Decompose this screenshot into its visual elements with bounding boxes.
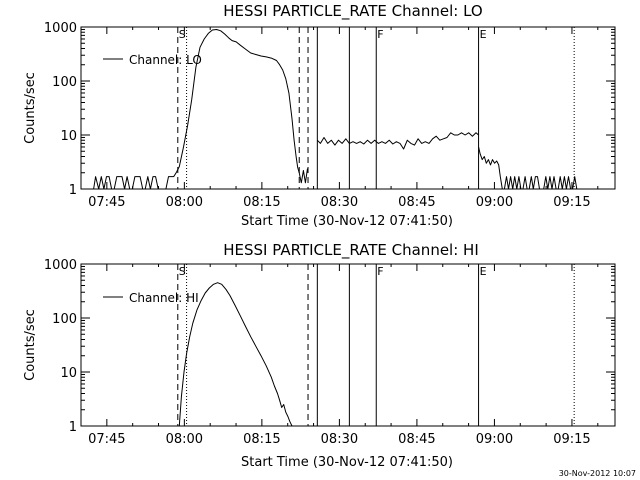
chart-panel-lo: HESSI PARTICLE_RATE Channel: LO S F E 07:4… [23,2,616,229]
x-tick-label: 09:00 [476,432,513,447]
chart-title: HESSI PARTICLE_RATE Channel: LO [223,2,482,21]
legend-label: Channel: HI [129,291,199,305]
marker-label: E [480,265,487,278]
legend: Channel: HI [103,291,199,305]
series-line [478,146,578,190]
marker-label: E [480,28,487,41]
marker-label: F [377,28,383,41]
x-tick-label: 08:15 [243,195,280,210]
x-axis-label: Start Time (30-Nov-12 07:41:50) [241,214,453,229]
series-line [81,29,308,190]
x-axis-label: Start Time (30-Nov-12 07:41:50) [241,455,453,470]
marker-label: S [179,28,186,41]
x-tick-label: 08:30 [321,432,358,447]
x-tick-label: 07:45 [88,195,125,210]
y-tick-label: 1000 [44,258,77,273]
y-tick-labels: 1 10 100 1000 [44,258,77,435]
x-tick-label: 08:45 [398,432,435,447]
x-tick-label: 08:00 [166,195,203,210]
x-tick-label: 09:15 [553,195,590,210]
marker-label: S [179,265,186,278]
axis-ticks [80,263,615,427]
y-tick-label: 1000 [44,21,77,36]
series-line [178,282,293,427]
series-line [316,132,479,150]
x-tick-label: 07:45 [88,432,125,447]
plot-frame [80,26,616,190]
y-axis-label: Counts/sec [23,72,38,144]
y-tick-label: 10 [60,366,77,381]
x-tick-label: 08:00 [166,432,203,447]
axis-ticks [80,26,615,190]
y-tick-label: 1 [69,183,77,198]
plot-frame [80,263,616,427]
x-tick-labels: 07:45 08:00 08:15 08:30 08:45 09:00 09:15 [88,432,591,447]
y-tick-label: 1 [69,420,77,435]
chart-panel-hi: HESSI PARTICLE_RATE Channel: HI S F E 07:4… [23,241,616,470]
legend: Channel: LO [103,53,202,67]
series-lines [81,29,578,190]
y-tick-label: 100 [52,75,77,90]
generation-timestamp: 30-Nov-2012 10:07 [559,469,636,478]
x-tick-label: 08:30 [321,195,358,210]
series-lines [178,282,293,427]
legend-label: Channel: LO [129,53,202,67]
y-axis-label: Counts/sec [23,309,38,381]
x-tick-label: 09:15 [553,432,590,447]
x-tick-label: 09:00 [476,195,513,210]
x-tick-label: 08:15 [243,432,280,447]
y-tick-labels: 1 10 100 1000 [44,21,77,198]
chart-title: HESSI PARTICLE_RATE Channel: HI [223,241,479,260]
x-tick-label: 08:45 [398,195,435,210]
y-tick-label: 100 [52,312,77,327]
y-tick-label: 10 [60,129,77,144]
marker-label: F [377,265,383,278]
x-tick-labels: 07:45 08:00 08:15 08:30 08:45 09:00 09:15 [88,195,591,210]
